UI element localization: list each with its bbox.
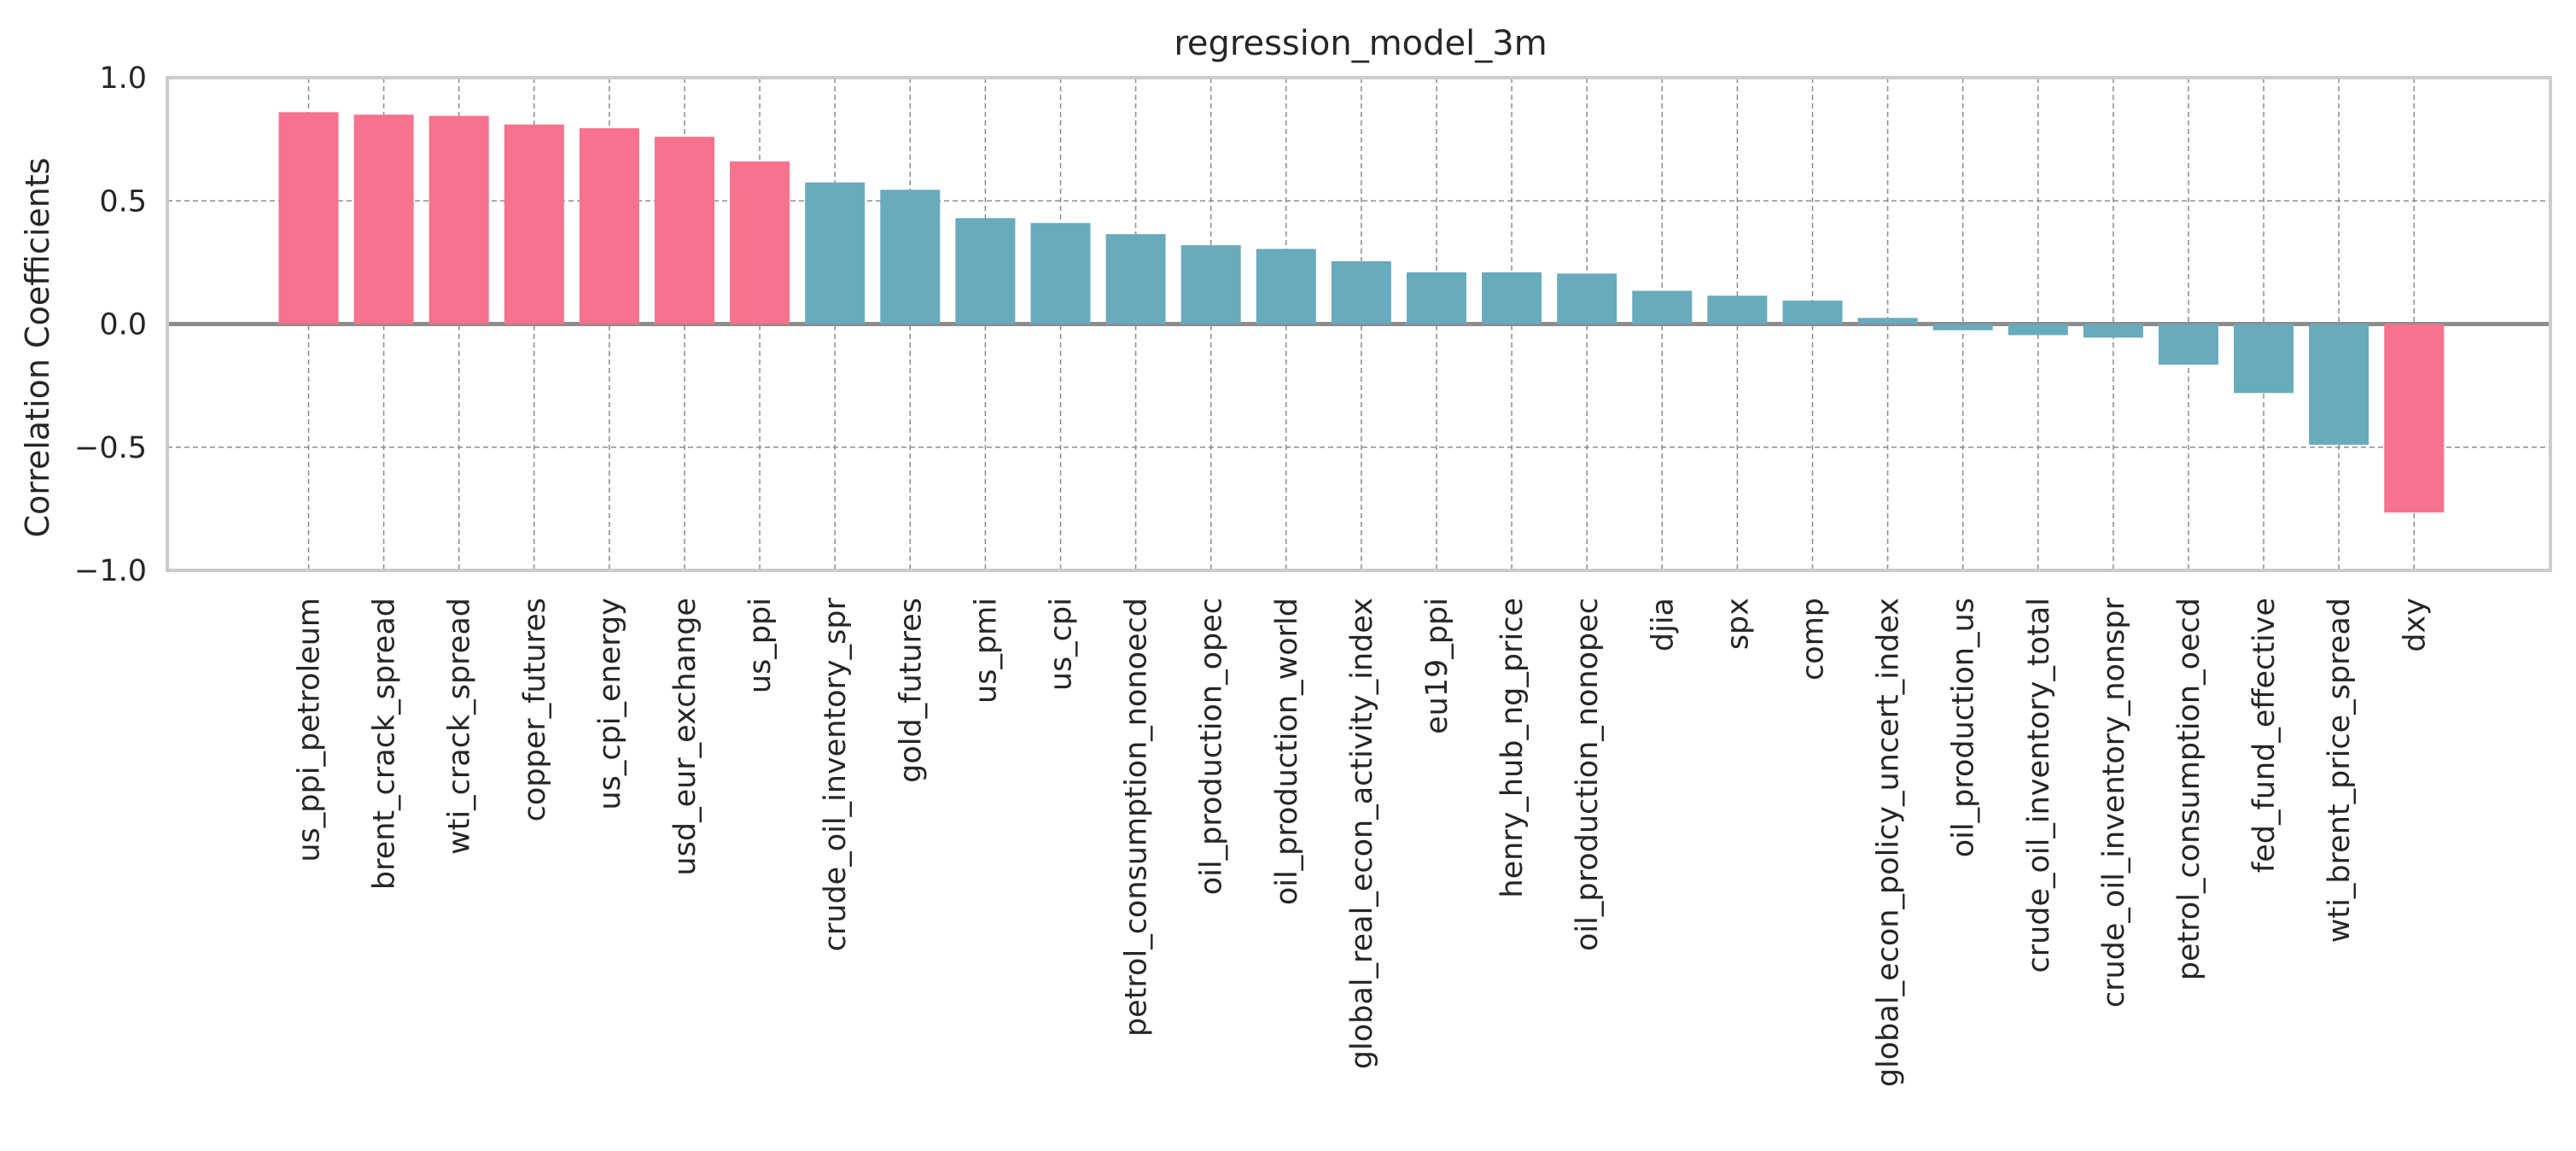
y-tick-label: −0.5 bbox=[74, 431, 147, 465]
y-axis-label: Correlation Coefficients bbox=[19, 157, 56, 537]
bar-djia bbox=[1632, 290, 1693, 324]
bar-eu19-ppi bbox=[1407, 272, 1466, 324]
x-tick-label: global_real_econ_activity_index bbox=[1345, 598, 1379, 1069]
x-tick-label: oil_production_us bbox=[1947, 598, 1981, 857]
bar-crude-oil-inventory-nonspr bbox=[2083, 324, 2143, 338]
x-tick-label: petrol_consumption_nonoecd bbox=[1120, 598, 1154, 1037]
bar-gold-futures bbox=[880, 190, 941, 324]
x-tick-label: us_ppi_petroleum bbox=[293, 598, 327, 862]
x-tick-label: global_econ_policy_uncert_index bbox=[1872, 598, 1906, 1087]
x-tick-label: wti_brent_price_spread bbox=[2322, 598, 2357, 943]
bar-us-cpi-energy bbox=[579, 128, 639, 324]
bar-usd-eur-exchange bbox=[655, 137, 714, 324]
bar-us-ppi-petroleum bbox=[278, 112, 339, 324]
bars bbox=[278, 112, 2445, 513]
x-tick-label: crude_oil_inventory_total bbox=[2022, 598, 2056, 973]
bar-crude-oil-inventory-total bbox=[2008, 324, 2068, 336]
y-tick-label: 0.5 bbox=[99, 184, 147, 219]
bar-fed-fund-effective bbox=[2234, 324, 2294, 394]
bar-comp bbox=[1782, 301, 1843, 324]
x-tick-label: fed_fund_effective bbox=[2247, 598, 2282, 873]
x-tick-label: us_pmi bbox=[969, 598, 1003, 704]
x-tick-label: us_ppi bbox=[743, 598, 778, 693]
y-tick-label: 0.0 bbox=[99, 308, 147, 342]
x-tick-label: djia bbox=[1646, 598, 1680, 651]
x-tick-label: comp bbox=[1797, 598, 1831, 681]
bar-oil-production-us bbox=[1932, 324, 1993, 330]
x-tick-label: crude_oil_inventory_nonspr bbox=[2097, 597, 2131, 1008]
x-tick-label: oil_production_nonopec bbox=[1571, 598, 1605, 951]
x-tick-label: petrol_consumption_oecd bbox=[2172, 598, 2206, 980]
plot-area-border bbox=[166, 76, 2552, 572]
bar-wti-brent-price-spread bbox=[2309, 324, 2369, 445]
bar-oil-production-nonopec bbox=[1557, 273, 1617, 324]
x-tick-label: spx bbox=[1721, 598, 1755, 650]
bar-us-cpi bbox=[1030, 223, 1091, 324]
bar-brent-crack-spread bbox=[353, 114, 414, 324]
bar-oil-production-world bbox=[1256, 248, 1316, 324]
bar-petrol-consumption-nonoecd bbox=[1105, 234, 1166, 324]
x-tick-label: crude_oil_inventory_spr bbox=[819, 597, 853, 951]
bar-henry-hub-ng-price bbox=[1482, 272, 1542, 324]
bar-spx bbox=[1707, 295, 1768, 324]
x-tick-label: dxy bbox=[2398, 598, 2432, 652]
x-tick-label: usd_eur_exchange bbox=[668, 598, 702, 876]
bar-us-pmi bbox=[955, 218, 1016, 324]
bar-oil-production-opec bbox=[1180, 245, 1241, 324]
bar-petrol-consumption-oecd bbox=[2159, 324, 2218, 365]
x-tick-label: oil_production_opec bbox=[1195, 598, 1229, 895]
bar-crude-oil-inventory-spr bbox=[805, 182, 865, 324]
x-tick-label: brent_crack_spread bbox=[368, 598, 402, 890]
x-tick-label: us_cpi bbox=[1045, 598, 1079, 691]
x-tick-label: oil_production_world bbox=[1270, 598, 1304, 905]
x-tick-label: eu19_ppi bbox=[1420, 598, 1454, 734]
bar-copper-futures bbox=[504, 124, 564, 324]
bar-global-real-econ-activity-index bbox=[1331, 260, 1391, 324]
bar-us-ppi bbox=[730, 161, 790, 324]
x-tick-label: us_cpi_energy bbox=[593, 598, 627, 810]
x-tick-label: henry_hub_ng_price bbox=[1495, 598, 1530, 898]
bar-dxy bbox=[2384, 324, 2445, 513]
x-tick-labels: us_ppi_petroleum brent_crack_spread wti_cr… bbox=[293, 597, 2433, 1087]
x-tick-label: gold_futures bbox=[894, 598, 928, 783]
y-tick-label: 1.0 bbox=[99, 61, 147, 96]
plot-frame bbox=[166, 76, 2552, 572]
chart-title: regression_model_3m bbox=[1174, 24, 1547, 63]
y-tick-label: −1.0 bbox=[74, 554, 147, 588]
bar-global-econ-policy-uncert-index bbox=[1857, 318, 1918, 324]
x-tick-label: wti_crack_spread bbox=[443, 598, 477, 855]
x-tick-label: copper_futures bbox=[518, 598, 552, 821]
y-tick-labels: 1.0 0.5 0.0 −0.5 −1.0 bbox=[74, 61, 147, 588]
bar-wti-crack-spread bbox=[428, 115, 489, 324]
